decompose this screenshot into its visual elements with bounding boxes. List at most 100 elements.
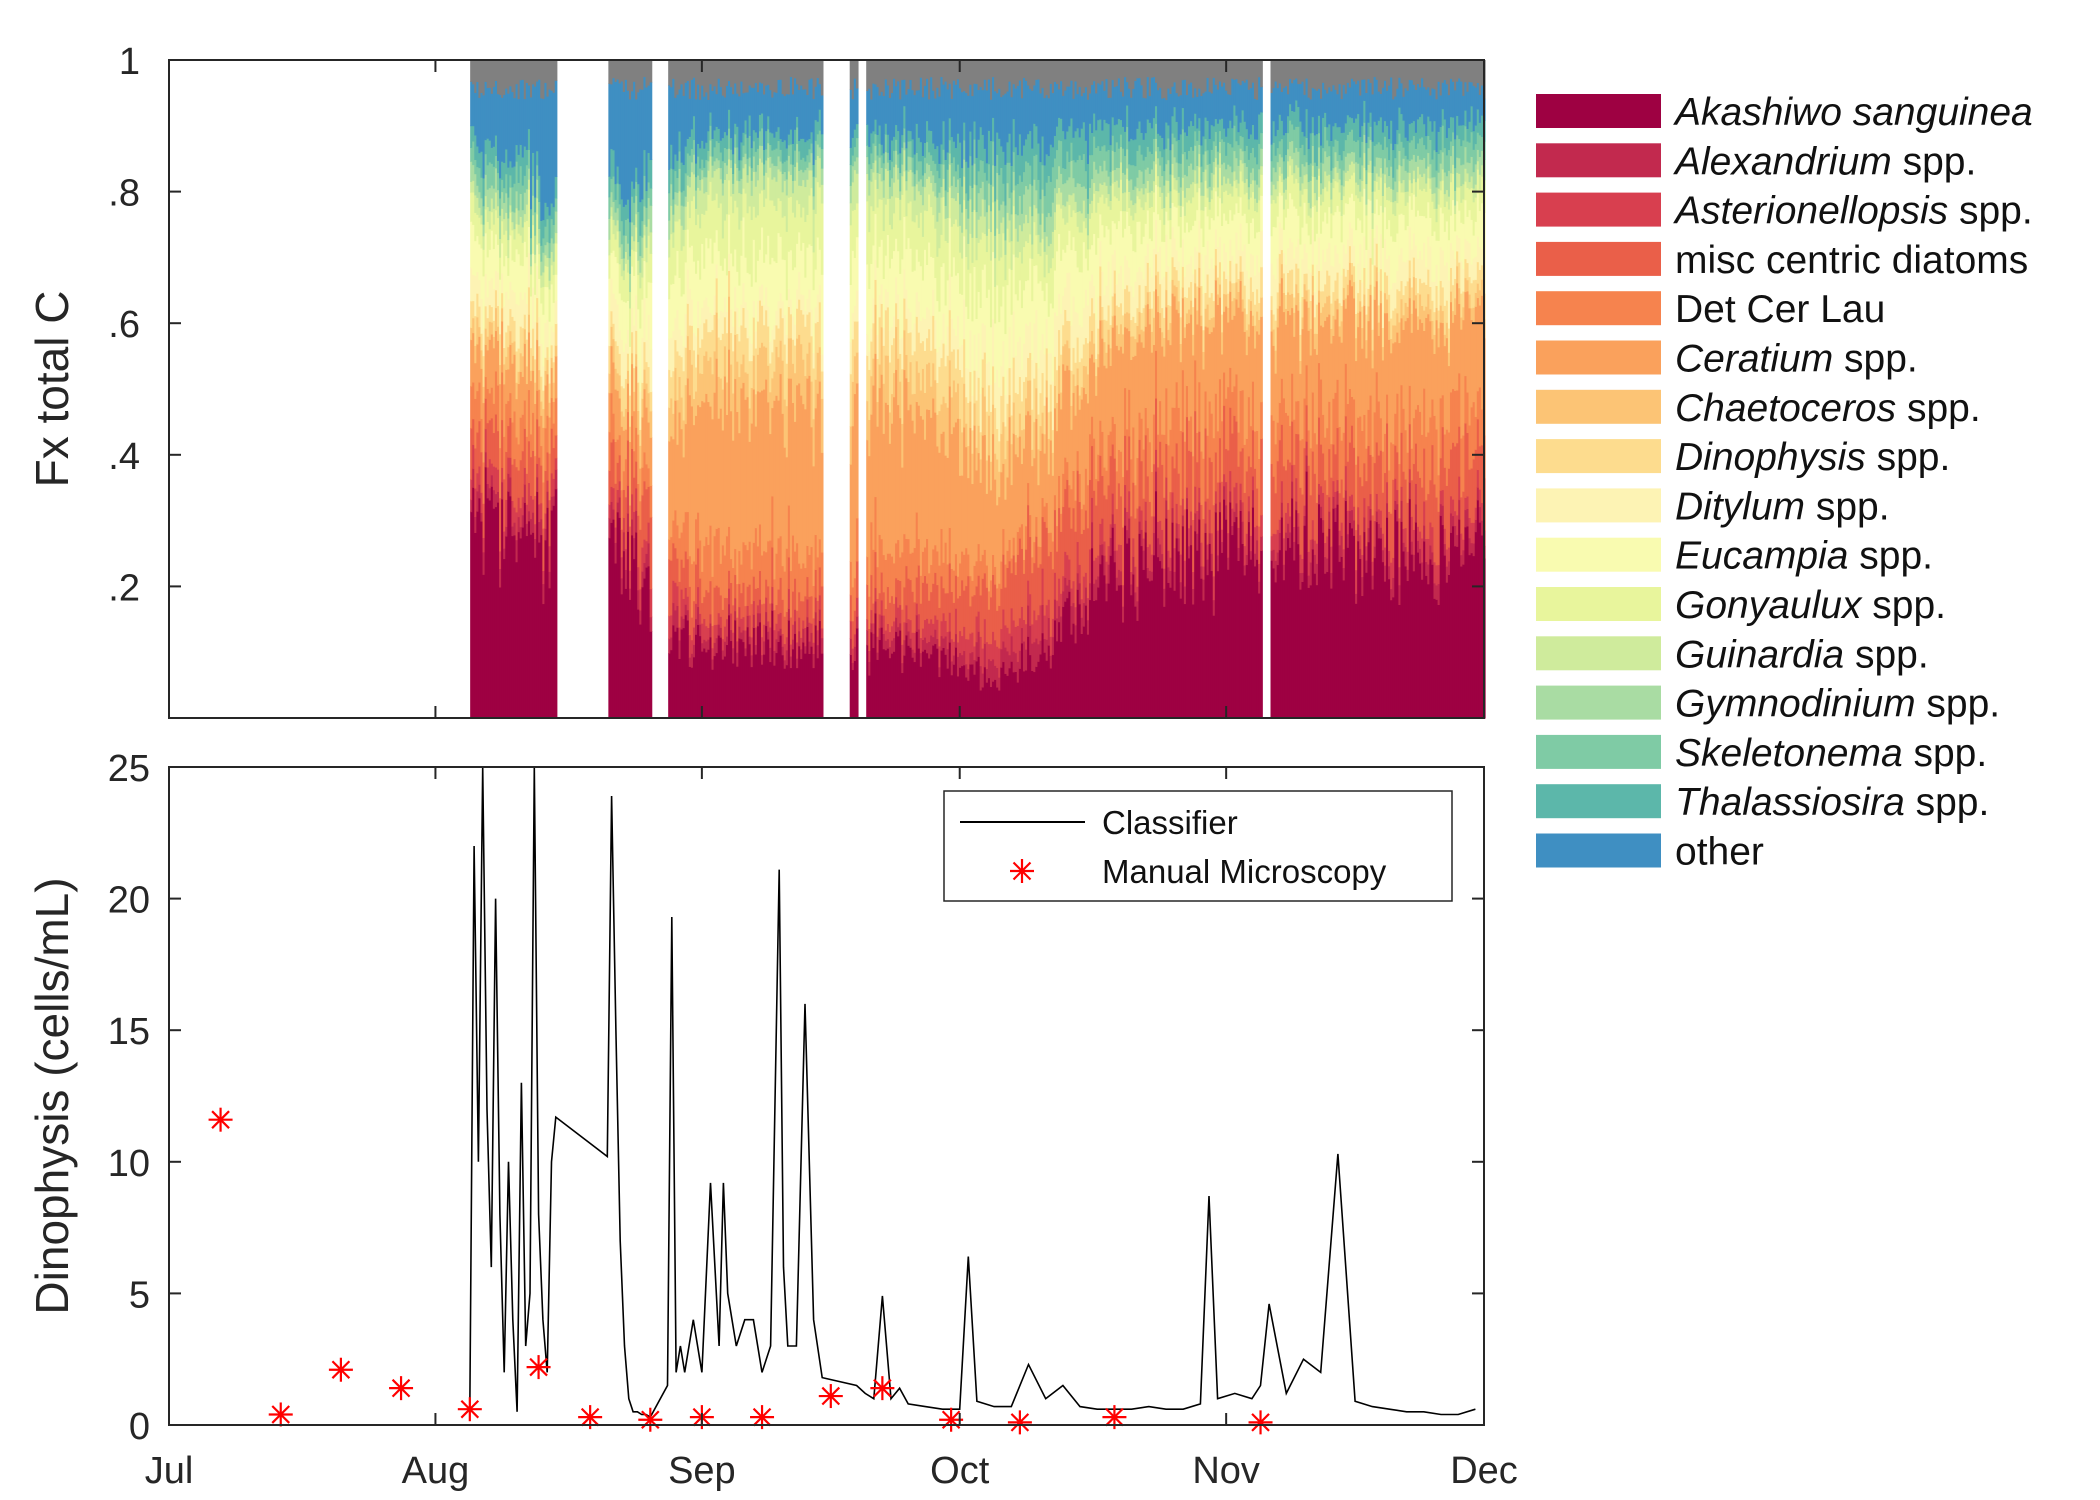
stack-segment (490, 486, 494, 719)
stack-segment (1082, 200, 1086, 222)
stack-segment (608, 278, 612, 311)
stack-segment (1115, 345, 1119, 472)
stack-segment (775, 638, 779, 654)
stack-segment (1111, 183, 1115, 222)
stack-segment (1043, 195, 1047, 233)
stack-segment-remainder (713, 60, 717, 87)
stack-segment (540, 376, 543, 402)
stack-segment (981, 269, 985, 324)
stack-segment (730, 195, 733, 254)
stack-segment (1146, 146, 1150, 168)
stack-segment (709, 312, 713, 333)
stack-segment (1126, 428, 1129, 471)
stack-segment (1124, 155, 1127, 175)
stack-segment-remainder (1035, 60, 1039, 80)
stack-segment (1126, 511, 1129, 531)
stack-segment (998, 583, 1001, 606)
stack-segment (944, 304, 948, 345)
stack-segment (503, 383, 506, 437)
stack-segment (946, 407, 950, 458)
stack-segment (717, 634, 721, 719)
stack-segment (952, 654, 956, 665)
stack-segment (688, 634, 692, 658)
stack-segment (496, 160, 500, 174)
stack-segment (540, 261, 543, 276)
stack-segment (692, 424, 696, 562)
stack-segment (1107, 484, 1111, 547)
stack-segment (1101, 338, 1105, 432)
stack-segment (1093, 182, 1096, 194)
stack-segment (1006, 162, 1010, 184)
stack-segment (888, 657, 892, 719)
stack-segment (1049, 384, 1053, 412)
stack-segment (855, 173, 859, 204)
stack-segment (961, 186, 964, 213)
stack-segment (746, 174, 750, 183)
stack-segment (1105, 122, 1109, 152)
stack-segment-remainder (1012, 60, 1016, 85)
stack-segment (820, 133, 824, 150)
stack-segment (1154, 219, 1158, 255)
stack-segment (503, 202, 506, 220)
stack-segment (814, 213, 818, 270)
stack-segment (507, 346, 510, 370)
stack-segment (1086, 402, 1090, 486)
stack-segment (1016, 682, 1020, 719)
stack-segment (707, 130, 711, 151)
stack-segment (921, 174, 925, 187)
stack-segment (769, 167, 772, 201)
stack-segment (734, 123, 737, 135)
stack-segment (1169, 219, 1173, 240)
stack-segment (808, 161, 812, 171)
stack-segment (610, 501, 614, 523)
stack-segment (750, 147, 754, 169)
stack-segment (977, 575, 981, 612)
stack-segment (744, 647, 748, 657)
stack-segment (814, 177, 818, 214)
stack-segment (802, 207, 805, 243)
stack-segment (1053, 619, 1057, 719)
stack-segment (1084, 393, 1088, 469)
stack-segment (707, 150, 711, 162)
stack-segment (926, 538, 929, 584)
stack-segment (802, 313, 805, 360)
stack-segment (554, 323, 558, 346)
stack-segment (773, 665, 777, 719)
stack-segment (1029, 233, 1032, 259)
stack-segment (1086, 234, 1090, 250)
stack-segment-remainder (880, 60, 884, 92)
stack-segment (732, 212, 735, 267)
stack-segment (849, 561, 853, 596)
stack-segment (746, 586, 750, 606)
stack-segment (1173, 237, 1177, 268)
stack-segment (697, 512, 700, 549)
stack-segment (763, 304, 766, 326)
stack-segment (717, 612, 721, 625)
stack-segment (1049, 83, 1053, 145)
stack-segment (915, 214, 919, 250)
stack-segment-remainder (482, 60, 486, 96)
stack-segment (853, 577, 857, 611)
stack-segment (732, 662, 735, 719)
stack-segment (643, 341, 647, 370)
stack-segment (996, 132, 999, 155)
stack-segment-remainder (808, 60, 812, 80)
stack-segment (787, 134, 791, 146)
stack-segment (926, 652, 929, 719)
stack-segment (777, 588, 781, 615)
stack-segment-remainder (895, 60, 898, 87)
stack-segment (866, 334, 869, 356)
stack-segment (715, 277, 719, 313)
stack-segment (1062, 130, 1065, 169)
stack-segment (674, 609, 678, 632)
stack-segment (1047, 438, 1051, 475)
stack-segment (1062, 575, 1065, 592)
stack-segment (750, 654, 754, 668)
stack-segment (649, 231, 653, 254)
stack-segment (969, 155, 973, 186)
stack-segment (761, 82, 764, 114)
stack-segment (810, 308, 814, 337)
stack-segment (1035, 516, 1039, 537)
stack-segment (1006, 440, 1010, 478)
stack-segment (818, 83, 822, 110)
